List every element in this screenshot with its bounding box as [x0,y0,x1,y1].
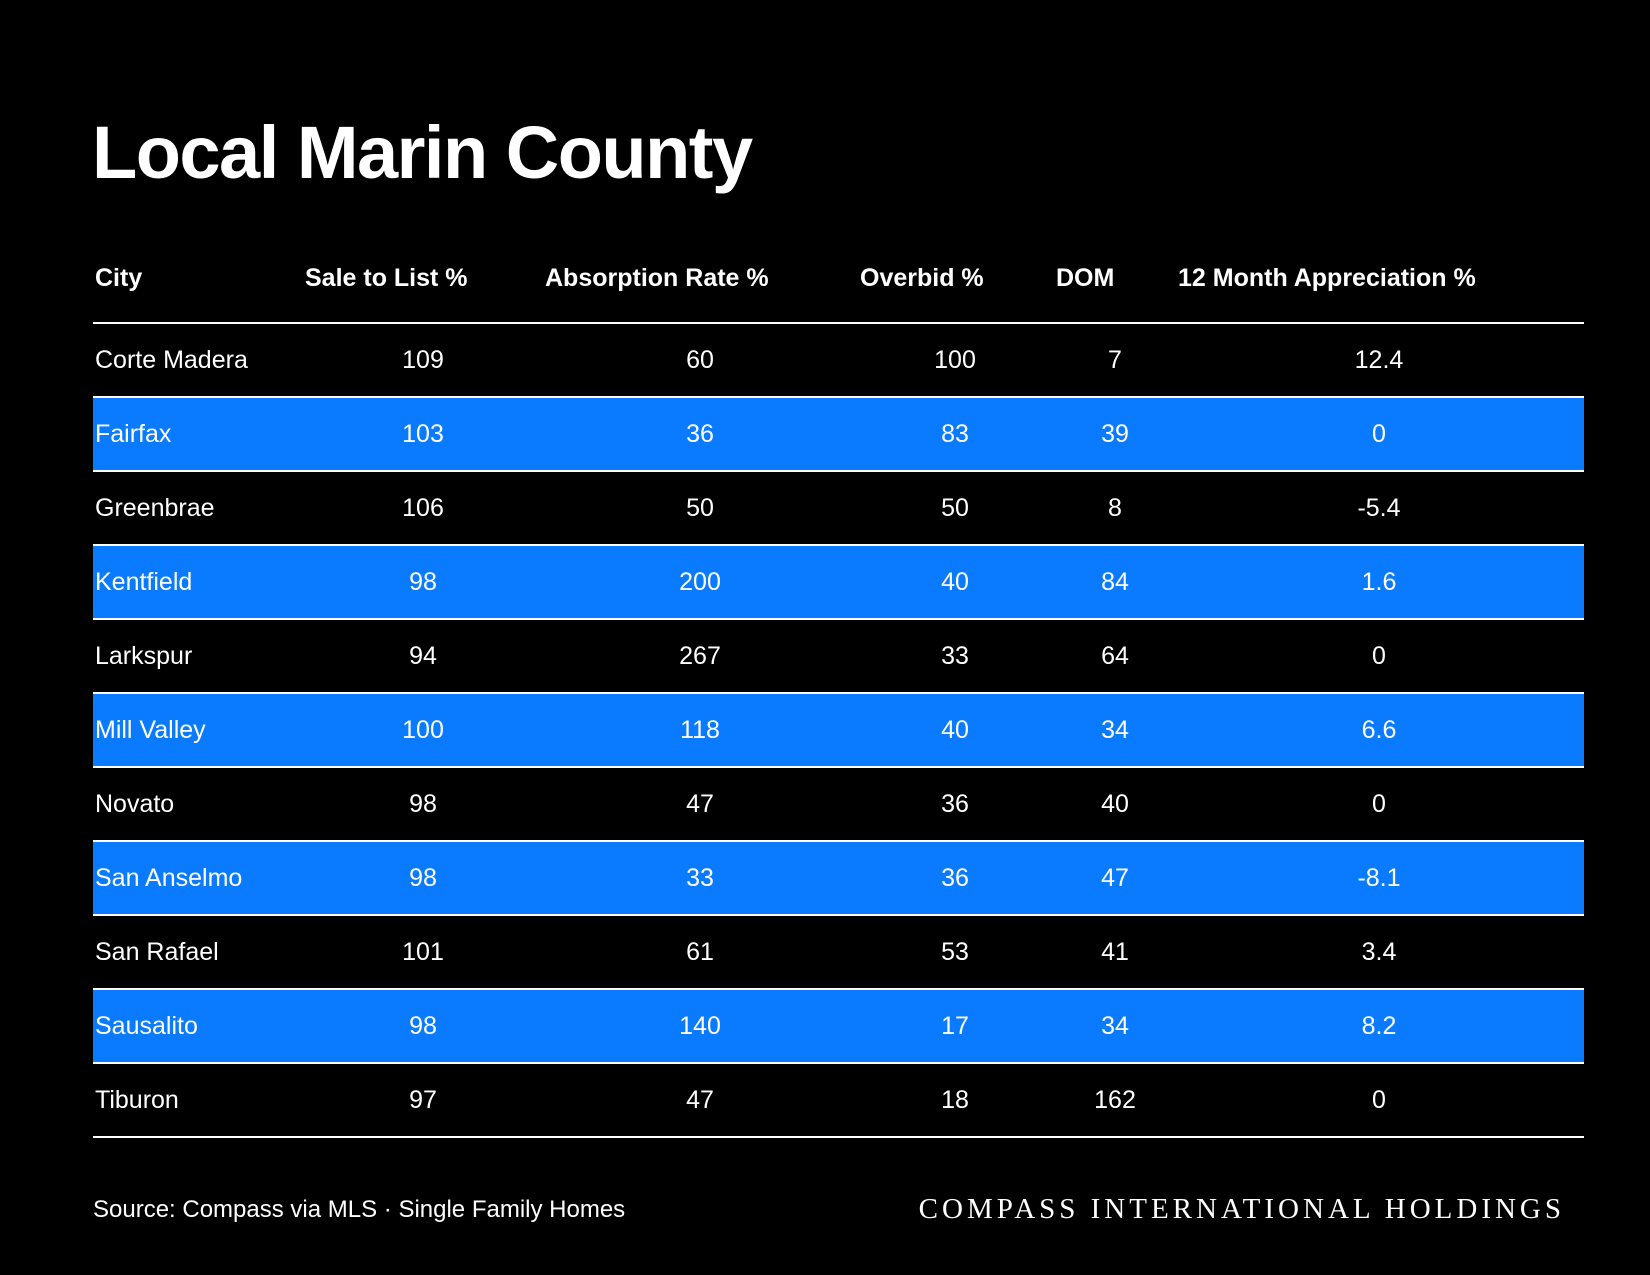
cell-dom: 162 [1094,1086,1136,1114]
cell-absorption-rate: 118 [680,716,720,744]
table-row: Corte Madera 109 60 100 7 12.4 [93,324,1584,398]
cell-absorption-rate: 200 [679,568,721,596]
cell-city: Fairfax [95,420,172,448]
cell-appreciation: 0 [1372,420,1386,448]
cell-sale-to-list: 101 [402,938,444,966]
cell-city: San Anselmo [95,864,243,892]
cell-sale-to-list: 98 [409,568,437,596]
cell-overbid: 36 [941,864,969,892]
cell-city: Mill Valley [95,716,206,744]
table-row: Larkspur 94 267 33 64 0 [93,620,1584,694]
cell-dom: 64 [1101,642,1129,670]
cell-appreciation: 0 [1372,790,1386,818]
cell-dom: 39 [1101,420,1129,448]
cell-sale-to-list: 98 [409,1012,437,1040]
table-row: Mill Valley 100 118 40 34 6.6 [93,694,1584,768]
table-header-row: City Sale to List % Absorption Rate % Ov… [93,244,1584,324]
table-row: Greenbrae 106 50 50 8 -5.4 [93,472,1584,546]
cell-absorption-rate: 60 [686,346,714,374]
cell-sale-to-list: 109 [402,346,444,374]
cell-overbid: 40 [941,716,969,744]
cell-overbid: 18 [941,1086,969,1114]
header-appreciation: 12 Month Appreciation % [1178,264,1476,292]
cell-dom: 41 [1101,938,1129,966]
header-sale-to-list: Sale to List % [305,264,468,292]
cell-sale-to-list: 94 [409,642,437,670]
cell-city: Sausalito [95,1012,198,1040]
cell-sale-to-list: 98 [409,864,437,892]
cell-overbid: 33 [941,642,969,670]
cell-overbid: 83 [941,420,969,448]
cell-appreciation: 1.6 [1361,568,1397,596]
cell-sale-to-list: 97 [409,1086,437,1114]
cell-dom: 84 [1101,568,1129,596]
source-note: Source: Compass via MLS · Single Family … [93,1196,626,1223]
table-row: Tiburon 97 47 18 162 0 [93,1064,1584,1138]
table-row: San Rafael 101 61 53 41 3.4 [93,916,1584,990]
cell-overbid: 36 [941,790,969,818]
cell-sale-to-list: 100 [402,716,444,744]
cell-absorption-rate: 36 [686,420,714,448]
cell-appreciation: -8.1 [1357,864,1401,892]
cell-dom: 8 [1108,494,1122,522]
cell-appreciation: 6.6 [1361,716,1397,744]
cell-appreciation: 0 [1372,642,1386,670]
cell-appreciation: 12.4 [1354,346,1404,374]
cell-appreciation: 0 [1372,1086,1386,1114]
cell-absorption-rate: 140 [679,1012,721,1040]
cell-city: Corte Madera [95,346,248,374]
cell-overbid: 53 [941,938,969,966]
table-row: San Anselmo 98 33 36 47 -8.1 [93,842,1584,916]
table-row: Kentfield 98 200 40 84 1.6 [93,546,1584,620]
cell-appreciation: 8.2 [1361,1012,1397,1040]
cell-absorption-rate: 61 [686,938,714,966]
cell-dom: 34 [1101,1012,1129,1040]
cell-absorption-rate: 47 [686,1086,714,1114]
cell-overbid: 17 [941,1012,969,1040]
cell-dom: 47 [1101,864,1129,892]
cell-city: San Rafael [95,938,219,966]
market-table: City Sale to List % Absorption Rate % Ov… [93,244,1584,1138]
cell-city: Kentfield [95,568,193,596]
cell-absorption-rate: 47 [686,790,714,818]
brand-logo: COMPASS INTERNATIONAL HOLDINGS [918,1193,1565,1225]
header-overbid: Overbid % [860,264,984,292]
table-body: Corte Madera 109 60 100 7 12.4 Fairfax 103 36 83 3… [93,324,1584,1138]
cell-city: Larkspur [95,642,193,670]
cell-sale-to-list: 103 [402,420,444,448]
cell-appreciation: -5.4 [1357,494,1401,522]
cell-city: Greenbrae [95,494,215,522]
cell-city: Tiburon [95,1086,179,1114]
header-city: City [95,264,143,292]
cell-appreciation: 3.4 [1361,938,1397,966]
cell-dom: 34 [1101,716,1129,744]
cell-sale-to-list: 98 [409,790,437,818]
table-row: Fairfax 103 36 83 39 0 [93,398,1584,472]
cell-absorption-rate: 50 [686,494,714,522]
cell-dom: 40 [1101,790,1129,818]
header-dom: DOM [1056,264,1115,292]
cell-dom: 7 [1108,346,1122,374]
table-row: Novato 98 47 36 40 0 [93,768,1584,842]
cell-overbid: 100 [934,346,976,374]
cell-absorption-rate: 33 [686,864,714,892]
table-row: Sausalito 98 140 17 34 8.2 [93,990,1584,1064]
cell-sale-to-list: 106 [402,494,444,522]
cell-overbid: 40 [941,568,969,596]
cell-overbid: 50 [941,494,969,522]
page-title: Local Marin County [92,111,753,194]
header-absorption-rate: Absorption Rate % [545,264,769,292]
cell-absorption-rate: 267 [679,642,721,670]
cell-city: Novato [95,790,175,818]
